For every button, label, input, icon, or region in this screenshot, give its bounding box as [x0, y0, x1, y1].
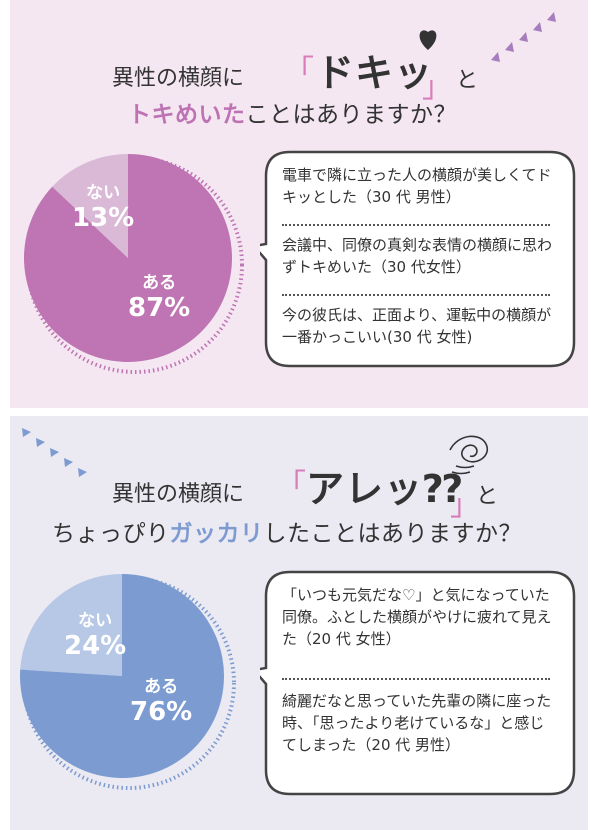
scribble-icon [449, 435, 489, 475]
question-2-particle: と [476, 484, 499, 509]
comment-divider [282, 678, 550, 680]
pie-1-slice-aru [23, 154, 233, 362]
question-2-highlight: ガッカリ [169, 521, 264, 547]
question-1-particle: と [456, 68, 479, 93]
pie-2-value-nai: 24% [64, 631, 127, 661]
pie-1-slice-nai [52, 154, 128, 258]
pie-2-label-aru: ある 76% [130, 672, 192, 727]
pie-chart-2 [20, 574, 236, 790]
pie-1-category-aru: ある [142, 273, 177, 293]
pie-2-category-nai: ない [78, 611, 113, 631]
speech-bubble-1: 電車で隣に立った人の横顔が美しくてドキッとした（30 代 男性） 会議中、同僚の… [260, 148, 578, 370]
comment-1-3: 今の彼氏は、正面より、運転中の横顔が一番かっこいい(30 代 女性) [282, 306, 552, 346]
question-2-rest: したことはありますか？ [263, 521, 522, 547]
triangle-decoration [491, 12, 556, 62]
pie-2-category-aru: ある [144, 677, 179, 697]
panel-2-decor [22, 428, 489, 477]
comment-divider [282, 294, 550, 296]
question-1-prefix: 異性の横顔に [112, 66, 245, 91]
comment-2-1: 「いつも元気だな♡」と気になっていた同僚。ふとした横顔がやけに疲れて見えた（20… [282, 586, 552, 648]
pie-1-category-nai: ない [86, 183, 121, 203]
speech-bubble-1-outline [260, 150, 576, 368]
comment-1-2: 会議中、同僚の真剣な表情の横顔に思わずトキめいた（30 代女性） [282, 236, 553, 276]
pie-2-slice-nai [20, 574, 122, 676]
pie-chart-1 [23, 154, 244, 374]
question-2-pre: ちょっぴり [52, 521, 170, 547]
comment-1-1: 電車で隣に立った人の横顔が美しくてドキッとした（30 代 男性） [282, 166, 552, 206]
question-1-highlight: トキめいた [128, 102, 246, 128]
pie-1-value-aru: 87% [128, 293, 191, 323]
pie-1-label-nai: ない 13% [72, 178, 134, 233]
open-bracket: 「 [276, 468, 306, 503]
pie-2-slice-aru [20, 574, 225, 778]
question-1-rest: ことはありますか？ [245, 102, 457, 128]
survey-panel-2: 異性の横顔に 「 アレッ⁇ 」 と ちょっぴりガッカリしたことはありますか？ な… [10, 416, 588, 830]
comment-2-2: 綺麗だなと思っていた先輩の隣に座った時、「思ったより老けているな」と感じてしまっ… [282, 692, 552, 754]
question-2-prefix: 異性の横顔に [112, 482, 245, 507]
question-2-keyword: アレッ⁇ [306, 467, 464, 511]
open-bracket: 「 [284, 54, 314, 89]
survey-panel-1: 異性の横顔に 「 ドキッ 」 と トキめいたことはありますか？ ない 13% あ… [10, 0, 588, 408]
pie-2-value-aru: 76% [130, 697, 193, 727]
comment-divider [282, 224, 550, 226]
pie-1-value-nai: 13% [72, 203, 135, 233]
panel-1-decor [419, 12, 556, 62]
pie-2-label-nai: ない 24% [64, 606, 126, 661]
close-bracket: 」 [450, 488, 480, 523]
speech-bubble-2: 「いつも元気だな♡」と気になっていた同僚。ふとした横顔がやけに疲れて見えた（20… [260, 568, 578, 798]
pie-1-dotted-shadow [26, 156, 244, 374]
close-bracket: 」 [422, 70, 452, 105]
speech-bubble-2-outline [260, 570, 576, 796]
question-2-line2: ちょっぴりガッカリしたことはありますか？ [52, 514, 522, 548]
pie-1-label-aru: ある 87% [128, 268, 190, 323]
question-1-line2: トキめいたことはありますか？ [128, 95, 457, 129]
heart-icon [419, 30, 437, 50]
triangle-decoration [22, 428, 87, 477]
question-1-keyword: ドキッ [316, 51, 434, 95]
